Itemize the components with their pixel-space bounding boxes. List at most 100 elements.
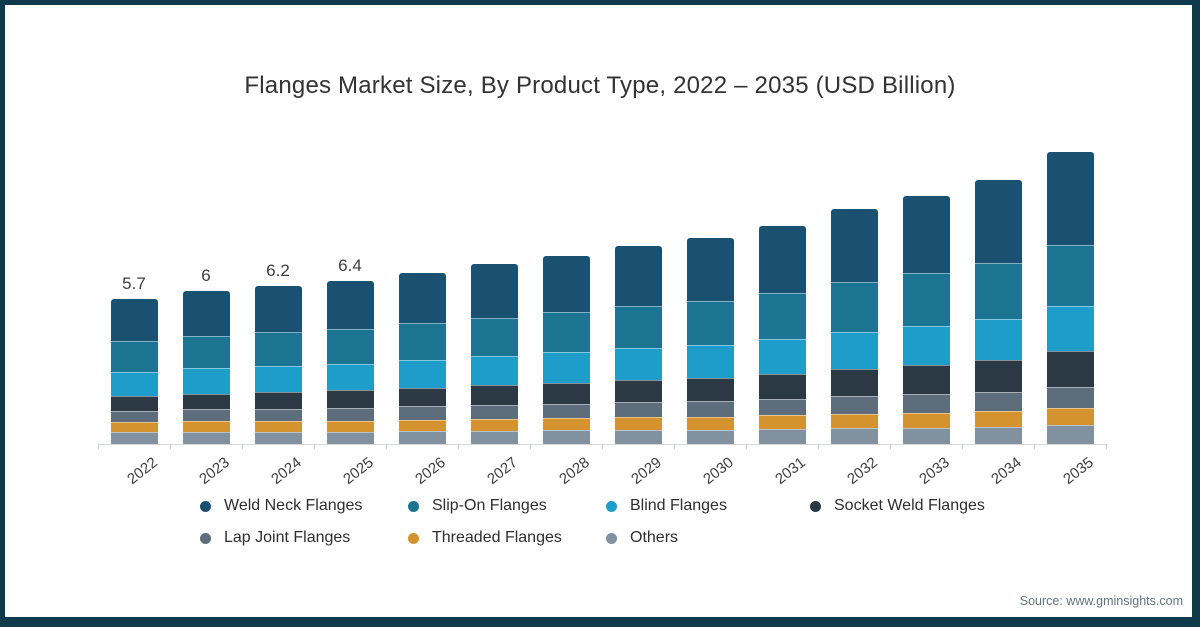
segment-lap-joint-flanges [686, 401, 734, 417]
segment-weld-neck-flanges [326, 281, 374, 330]
segment-lap-joint-flanges [182, 409, 230, 422]
stacked-bar-2026 [398, 272, 446, 444]
segment-socket-weld-flanges [398, 387, 446, 407]
x-tick-label-2023: 2023 [195, 454, 233, 488]
segment-lap-joint-flanges [254, 408, 302, 421]
segment-slip-on-flanges [1046, 244, 1094, 307]
axis-tick [98, 444, 99, 449]
segment-slip-on-flanges [542, 312, 590, 353]
segment-lap-joint-flanges [902, 394, 950, 413]
legend-label: Others [630, 529, 679, 546]
axis-tick [530, 444, 531, 449]
segment-socket-weld-flanges [182, 393, 230, 410]
legend-label: Weld Neck Flanges [224, 497, 363, 514]
bar-slot-2028: 2028 [530, 150, 602, 488]
segment-lap-joint-flanges [110, 410, 158, 423]
segment-others [974, 426, 1022, 444]
legend-bullet-icon [200, 500, 211, 512]
stacked-bar-2027 [470, 263, 518, 444]
axis-tick [458, 444, 459, 449]
axis-tick [242, 444, 243, 449]
bar-total-label: 6.4 [338, 256, 362, 276]
legend-bullet-icon [408, 532, 419, 544]
segment-weld-neck-flanges [974, 180, 1022, 263]
axis-tick [602, 444, 603, 449]
segment-slip-on-flanges [614, 305, 662, 348]
x-tick-label-2022: 2022 [123, 454, 161, 488]
segment-threaded-flanges [758, 415, 806, 429]
segment-slip-on-flanges [974, 262, 1022, 320]
segment-socket-weld-flanges [542, 382, 590, 404]
segment-slip-on-flanges [758, 292, 806, 340]
legend-label: Slip-On Flanges [432, 497, 547, 514]
segment-slip-on-flanges [830, 281, 878, 332]
stacked-bar-2029 [614, 245, 662, 444]
axis-tick [746, 444, 747, 449]
stacked-bar-2030 [686, 238, 734, 444]
segment-slip-on-flanges [326, 329, 374, 364]
segment-blind-flanges [974, 319, 1022, 360]
x-tick-label-2032: 2032 [843, 454, 881, 488]
segment-others [902, 427, 950, 444]
legend-label: Threaded Flanges [432, 529, 562, 546]
segment-socket-weld-flanges [902, 364, 950, 395]
segment-weld-neck-flanges [1046, 152, 1094, 245]
bar-slot-2034: 2034 [962, 150, 1034, 488]
segment-socket-weld-flanges [686, 377, 734, 401]
legend-item-threaded-flanges: Threaded Flanges [408, 527, 562, 549]
segment-blind-flanges [110, 371, 158, 397]
legend-item-slip-on-flanges: Slip-On Flanges [408, 495, 547, 517]
segment-others [614, 429, 662, 444]
segment-slip-on-flanges [182, 335, 230, 369]
legend-item-lap-joint-flanges: Lap Joint Flanges [200, 527, 350, 549]
x-tick-label-2035: 2035 [1059, 454, 1097, 488]
segment-others [830, 428, 878, 444]
segment-lap-joint-flanges [758, 399, 806, 416]
stacked-bar-2035 [1046, 152, 1094, 444]
legend-bullet-icon [408, 500, 419, 512]
segment-lap-joint-flanges [542, 403, 590, 419]
segment-threaded-flanges [326, 420, 374, 432]
segment-blind-flanges [830, 331, 878, 369]
segment-lap-joint-flanges [1046, 386, 1094, 408]
bar-total-label: 6.2 [266, 261, 290, 281]
axis-tick [386, 444, 387, 449]
segment-others [110, 432, 158, 444]
segment-lap-joint-flanges [974, 391, 1022, 412]
x-tick-label-2025: 2025 [339, 454, 377, 488]
bar-slot-2027: 2027 [458, 150, 530, 488]
segment-socket-weld-flanges [758, 373, 806, 400]
segment-blind-flanges [614, 347, 662, 380]
segment-weld-neck-flanges [758, 225, 806, 293]
chart-title: Flanges Market Size, By Product Type, 20… [244, 72, 956, 99]
stacked-bar-2034 [974, 180, 1022, 444]
segment-threaded-flanges [1046, 407, 1094, 426]
axis-tick [818, 444, 819, 449]
segment-others [254, 431, 302, 444]
segment-blind-flanges [470, 356, 518, 386]
segment-threaded-flanges [398, 419, 446, 431]
bar-slot-2026: 2026 [386, 150, 458, 488]
legend-bullet-icon [200, 532, 211, 544]
bar-slot-2030: 2030 [674, 150, 746, 488]
segment-weld-neck-flanges [830, 209, 878, 282]
segment-slip-on-flanges [470, 317, 518, 357]
segment-blind-flanges [542, 352, 590, 383]
segment-blind-flanges [758, 339, 806, 374]
x-tick-label-2033: 2033 [915, 454, 953, 488]
segment-weld-neck-flanges [470, 263, 518, 318]
segment-socket-weld-flanges [110, 396, 158, 411]
x-tick-label-2024: 2024 [267, 454, 305, 488]
segment-blind-flanges [254, 365, 302, 393]
segment-threaded-flanges [110, 422, 158, 433]
segment-slip-on-flanges [110, 340, 158, 372]
segment-threaded-flanges [542, 418, 590, 431]
bar-slot-2031: 2031 [746, 150, 818, 488]
legend-bullet-icon [606, 532, 617, 544]
legend-item-blind-flanges: Blind Flanges [606, 495, 727, 517]
stacked-bar-2032 [830, 209, 878, 444]
axis-tick [1034, 444, 1035, 449]
axis-tick [674, 444, 675, 449]
segment-threaded-flanges [830, 413, 878, 428]
